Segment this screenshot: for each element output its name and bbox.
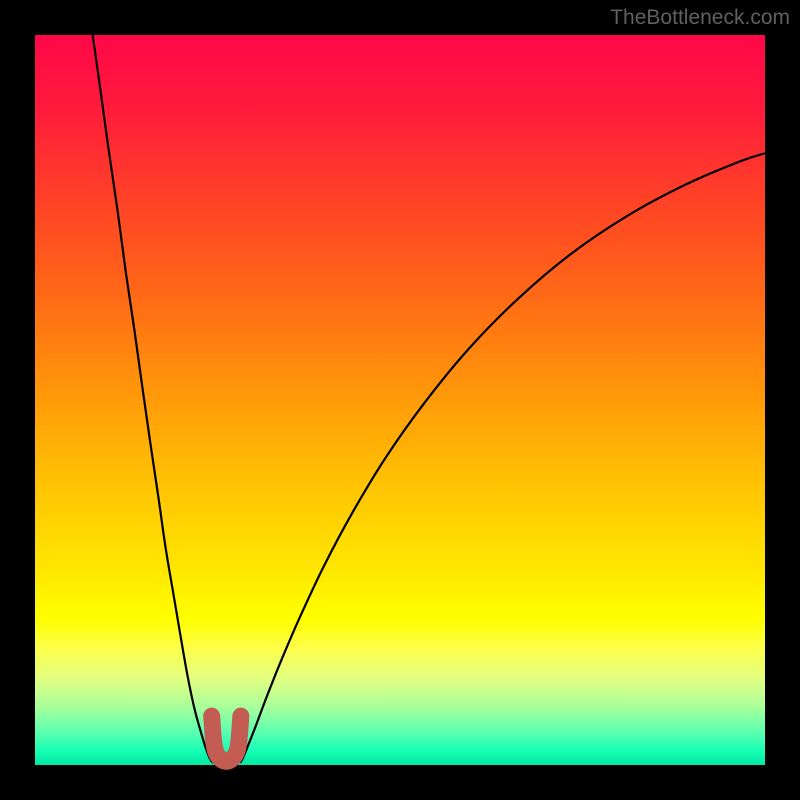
watermark-text: TheBottleneck.com (610, 6, 790, 30)
bottleneck-chart (0, 0, 800, 800)
chart-stage: TheBottleneck.com (0, 0, 800, 800)
